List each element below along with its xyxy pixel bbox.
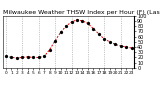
- Point: [114, 44, 116, 45]
- Point: [48, 49, 51, 50]
- Point: [103, 38, 106, 40]
- Text: Milwaukee Weather THSW Index per Hour (F) (Last 24 Hours): Milwaukee Weather THSW Index per Hour (F…: [3, 10, 160, 15]
- Point: [81, 20, 84, 22]
- Point: [32, 57, 35, 58]
- Point: [10, 57, 13, 58]
- Point: [76, 19, 78, 21]
- Point: [54, 40, 56, 41]
- Point: [65, 25, 67, 27]
- Point: [98, 33, 100, 35]
- Point: [70, 21, 73, 23]
- Point: [43, 56, 45, 57]
- Point: [108, 41, 111, 42]
- Point: [130, 47, 133, 49]
- Point: [5, 56, 7, 57]
- Point: [21, 57, 24, 58]
- Point: [16, 57, 18, 59]
- Point: [87, 23, 89, 24]
- Point: [27, 56, 29, 58]
- Point: [37, 57, 40, 58]
- Point: [59, 32, 62, 33]
- Point: [120, 45, 122, 47]
- Point: [125, 46, 128, 48]
- Point: [92, 28, 95, 29]
